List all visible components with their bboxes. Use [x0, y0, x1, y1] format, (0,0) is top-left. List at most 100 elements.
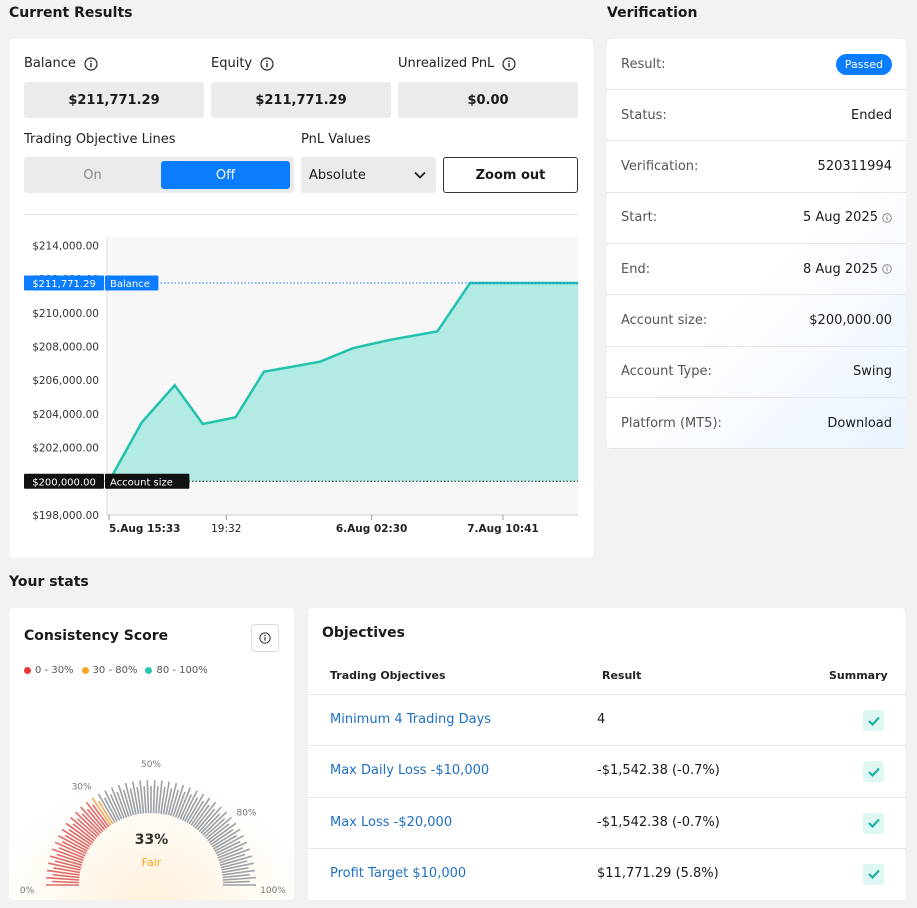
objective-result: -$1,542.38 (-0.7%) [597, 814, 720, 830]
gauge-tick [219, 855, 253, 866]
check-icon [863, 761, 884, 783]
verification-value: Ended [851, 108, 892, 123]
gauge-tick [194, 801, 217, 829]
gauge-tick [61, 840, 87, 855]
reference-name-label: Balance [110, 279, 150, 290]
check-icon [863, 710, 884, 731]
legend-item: 0 - 30% [24, 665, 74, 676]
info-icon [259, 632, 271, 644]
gauge-tick [202, 811, 228, 836]
toggle-off-option[interactable]: Off [161, 161, 290, 189]
y-tick-label: $208,000.00 [32, 342, 99, 354]
gauge-tick [110, 787, 125, 819]
verification-row: Result: Passed [607, 39, 906, 90]
gauge-tick [57, 834, 88, 852]
y-tick-label: $210,000.00 [32, 308, 99, 320]
verification-row: Start: 5 Aug 2025 [607, 193, 906, 244]
reference-value-tag [24, 275, 104, 291]
balance-label: Balance [24, 56, 98, 71]
objective-result: -$1,542.38 (-0.7%) [597, 763, 720, 779]
gauge-tick [97, 793, 116, 824]
gauge-tick [214, 834, 245, 852]
objective-name[interactable]: Max Loss -$20,000 [330, 814, 453, 830]
pnl-values-select[interactable]: Absolute [301, 157, 436, 193]
gauge-tick [52, 873, 80, 879]
verification-value-text: 520311994 [817, 159, 892, 175]
verification-key: Verification: [621, 159, 699, 175]
gauge-tick [222, 876, 256, 881]
gauge-tick [49, 855, 83, 866]
gauge-tick [210, 828, 234, 846]
gauge-tick [146, 780, 150, 814]
gauge-tick [184, 797, 199, 822]
objective-name[interactable]: Profit Target $10,000 [330, 865, 467, 881]
gauge-tick [139, 780, 145, 814]
legend-item: 30 - 80% [81, 665, 137, 676]
gauge-tick [207, 823, 230, 842]
gauge-tick [216, 841, 248, 857]
info-icon[interactable] [882, 213, 892, 223]
objective-result: $11,771.29 (5.8%) [597, 865, 719, 881]
divider [24, 214, 578, 215]
gauge-tick [85, 801, 108, 829]
toggle-on-option[interactable]: On [83, 167, 102, 183]
verification-row: Platform (MT5): Download [607, 398, 906, 449]
objective-name[interactable]: Max Daily Loss -$10,000 [330, 763, 490, 779]
gauge-tick [54, 841, 86, 857]
info-icon[interactable] [882, 264, 892, 274]
balance-chart[interactable]: $214,000.00$212,000.00$210,000.00$208,00… [24, 235, 584, 555]
y-tick-label: $204,000.00 [32, 409, 99, 421]
pnl-values-selected: Absolute [309, 167, 366, 183]
gauge-tick [53, 867, 81, 874]
gauge-tick [205, 816, 232, 840]
reference-name-label: Account size [110, 477, 173, 488]
gauge-tick [76, 818, 99, 838]
verification-value-text: 5 Aug 2025 [802, 210, 878, 226]
reference-name-tag [105, 473, 190, 489]
gauge-tick [68, 828, 92, 846]
gauge-tick [54, 860, 82, 869]
gauge-tick [65, 822, 94, 844]
objective-name[interactable]: Minimum 4 Trading Days [330, 712, 492, 727]
verification-key: Platform (MT5): [621, 415, 722, 431]
gauge-tick [217, 847, 244, 859]
unrealized-pnl-label: Unrealized PnL [398, 56, 516, 71]
info-icon[interactable] [260, 56, 274, 71]
objective-lines-toggle: On Off [24, 157, 294, 193]
gauge-tick [52, 880, 80, 884]
gauge-label: 30% [72, 783, 92, 793]
consistency-score: 33% [134, 832, 169, 848]
zoom-out-button[interactable]: Zoom out [443, 157, 578, 193]
gauge-tick [46, 869, 80, 876]
verification-key: Status: [621, 107, 667, 123]
gauge-tick [52, 848, 84, 862]
gauge-tick [46, 876, 80, 881]
verification-card: Result: Passed Status: Ended Verification: 52… [607, 39, 906, 449]
gauge-tick [81, 813, 102, 834]
balance-area [109, 283, 578, 482]
info-icon[interactable] [502, 56, 516, 71]
gauge-tick [157, 780, 163, 814]
verification-value-text: Ended [851, 107, 892, 123]
gauge-tick [179, 794, 193, 820]
gauge-tick [117, 784, 130, 817]
info-button[interactable] [251, 624, 279, 652]
objective-row: Max Loss -$20,000 -$1,542.38 (-0.7%) [308, 796, 905, 848]
gauge-tick [122, 789, 132, 817]
gauge-tick [203, 818, 226, 838]
consistency-rating: Fair [141, 856, 162, 869]
x-tick-label: 7.Aug 10:41 [467, 523, 539, 535]
objectives-card: Objectives Trading Objectives Result Sum… [308, 608, 905, 900]
header-trading-objectives: Trading Objectives [330, 669, 446, 682]
x-tick-label: 6.Aug 02:30 [336, 523, 408, 535]
reference-name-tag [105, 275, 159, 291]
info-icon[interactable] [84, 56, 98, 71]
objective-row: Minimum 4 Trading Days 4 [308, 694, 905, 745]
unrealized-pnl-label-text: Unrealized PnL [398, 56, 495, 71]
gauge-tick [91, 797, 112, 826]
verification-value: Swing [853, 364, 892, 379]
objectives-title: Objectives [322, 625, 405, 641]
verification-key: Account size: [621, 313, 708, 328]
verification-value[interactable]: Download [827, 416, 892, 431]
y-tick-label: $198,000.00 [32, 510, 99, 522]
